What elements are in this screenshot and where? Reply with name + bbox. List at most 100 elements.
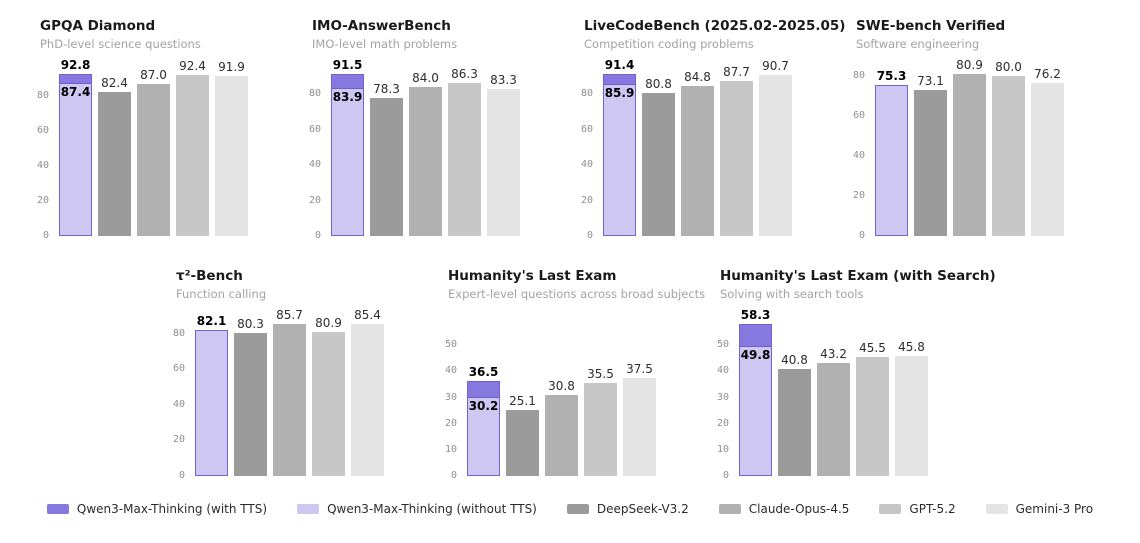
bar-value-label: 84.0 [412,71,439,86]
bar-gemini-3-pro [759,75,792,236]
chart-title: τ²-Bench [176,268,243,284]
bars-area: 91.4 85.9 80.8 84.8 87.7 90.7 [603,58,792,236]
bar-claude-opus-4-5 [137,84,170,236]
y-tick-label: 20 [716,417,729,429]
legend-label: Claude-Opus-4.5 [748,502,850,516]
y-tick-label: 40 [308,159,321,171]
legend-label: Gemini-3 Pro [1015,502,1094,516]
bar-slot: 36.5 30.2 [467,365,500,476]
bar-value-label: 36.5 [468,364,499,379]
chart-subtitle: Function calling [176,287,267,301]
bar-segment-with-tts [740,324,771,347]
bar-value-label: 73.1 [917,73,944,88]
bar-slot: 78.3 [370,81,403,236]
bar-value-label: 84.8 [684,69,711,84]
legend-label: DeepSeek-V3.2 [596,502,689,516]
y-tick-label: 60 [36,125,49,137]
bar-slot: 91.5 83.9 [331,58,364,236]
bar-deepseek-v3-2 [370,97,403,236]
bars-area: 58.3 49.8 40.8 43.2 45.5 45.8 [739,308,928,476]
chart-swe-bench-verified: SWE-bench Verified Software engineering … [830,16,1102,241]
chart-plot: 0 10 20 30 40 50 36.5 30.2 25.1 30.8 35.5 37.5 [422,316,694,481]
bar-gpt-5-2 [448,83,481,236]
bar-value-label: 76.2 [1034,67,1061,82]
y-tick-label: 0 [42,230,49,241]
y-tick-label: 60 [172,363,185,375]
bar-value-label: 87.7 [723,64,750,79]
legend: Qwen3-Max-Thinking (with TTS) Qwen3-Max-… [0,502,1140,516]
bar-value-label: 83.3 [490,72,517,87]
bar-slot: 91.9 [215,60,248,236]
bar-deepseek-v3-2 [642,92,675,236]
bar-qwen3-max-thinking: 49.8 [739,323,772,476]
y-tick-label: 20 [580,194,593,206]
bar-value-label: 86.3 [451,67,478,82]
bar-gpt-5-2 [312,332,345,476]
bar-value-label: 85.7 [276,307,303,322]
bar-deepseek-v3-2 [98,92,131,236]
y-tick-label: 50 [444,339,457,351]
bar-slot: 80.9 [953,58,986,236]
y-tick-label: 80 [172,327,185,339]
bar-slot: 80.3 [234,317,267,476]
bar-slot: 25.1 [506,394,539,476]
y-axis: 0 20 40 60 80 [150,316,195,481]
bar-slot: 83.3 [487,73,520,236]
bar-value-label: 25.1 [509,394,536,409]
bar-slot: 30.8 [545,379,578,476]
chart-humanitys-last-exam-with-search: Humanity's Last Exam (with Search) Solvi… [694,266,996,481]
bar-value-label: 80.0 [995,59,1022,74]
bar-slot: 73.1 [914,74,947,236]
bar-gpt-5-2 [992,75,1025,236]
y-tick-label: 30 [716,391,729,403]
y-tick-label: 60 [852,109,865,121]
y-tick-label: 80 [36,90,49,102]
bar-value-label: 30.8 [548,379,575,394]
bar-claude-opus-4-5 [545,395,578,476]
bar-claude-opus-4-5 [681,85,714,236]
bar-gemini-3-pro [487,88,520,236]
bar-segment-with-tts [332,75,363,89]
legend-swatch-gpt [879,504,902,514]
y-axis: 0 20 40 60 80 [14,66,59,241]
bar-slot: 84.8 [681,70,714,236]
y-tick-label: 50 [716,339,729,351]
chart-title: Humanity's Last Exam [448,268,617,284]
bar-value-label: 91.4 [604,58,635,73]
y-axis: 0 10 20 30 40 50 [422,316,467,481]
bar-value-label-without-tts: 83.9 [332,89,363,104]
y-tick-label: 10 [444,443,457,455]
chart-subtitle: Competition coding problems [584,37,754,51]
legend-item-gemini: Gemini-3 Pro [985,502,1094,516]
bar-slot: 84.0 [409,71,442,236]
y-tick-label: 0 [314,230,321,241]
bar-slot: 80.8 [642,77,675,236]
bar-segment-with-tts [604,75,635,85]
bars-area: 36.5 30.2 25.1 30.8 35.5 37.5 [467,316,656,476]
bar-gpt-5-2 [720,80,753,236]
chart-livecodebench: LiveCodeBench (2025.02-2025.05) Competit… [558,16,846,241]
bar-slot: 92.8 87.4 [59,58,92,236]
bar-value-label: 80.3 [237,317,264,332]
bar-slot: 86.3 [448,67,481,236]
chart-plot: 0 10 20 30 40 50 58.3 49.8 40.8 43.2 45.5 45.8 [694,308,966,481]
bar-gemini-3-pro [895,356,928,476]
legend-item-gpt: GPT-5.2 [879,502,956,516]
bar-value-label-without-tts: 85.9 [604,85,635,100]
bar-claude-opus-4-5 [273,323,306,476]
legend-label: Qwen3-Max-Thinking (without TTS) [327,502,537,516]
bar-value-label: 78.3 [373,81,400,96]
chart-title: GPQA Diamond [40,18,156,34]
y-tick-label: 0 [586,230,593,241]
bar-segment-with-tts [60,75,91,85]
bar-qwen3-max-thinking: 87.4 [59,74,92,236]
y-axis: 0 20 40 60 80 [558,66,603,241]
chart-title: SWE-bench Verified [856,18,1006,34]
bar-qwen3-max-thinking: 30.2 [467,380,500,476]
y-tick-label: 20 [852,189,865,201]
y-tick-label: 20 [172,434,185,446]
bar-slot: 91.4 85.9 [603,58,636,236]
bar-gemini-3-pro [215,75,248,236]
legend-item-qwen-without-tts: Qwen3-Max-Thinking (without TTS) [297,502,537,516]
